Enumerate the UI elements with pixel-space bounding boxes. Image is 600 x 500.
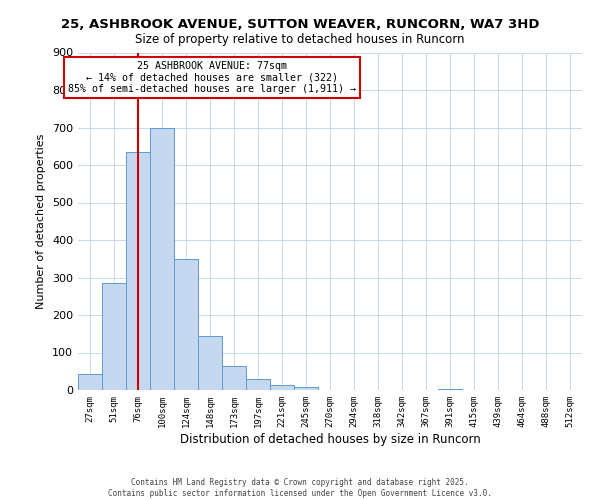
Bar	[78, 374, 102, 390]
Bar	[126, 152, 150, 390]
Text: Size of property relative to detached houses in Runcorn: Size of property relative to detached ho…	[135, 32, 465, 46]
Bar	[438, 389, 462, 390]
Y-axis label: Number of detached properties: Number of detached properties	[37, 134, 46, 309]
Bar	[222, 366, 246, 390]
Bar	[198, 336, 222, 390]
X-axis label: Distribution of detached houses by size in Runcorn: Distribution of detached houses by size …	[179, 432, 481, 446]
Text: 25, ASHBROOK AVENUE, SUTTON WEAVER, RUNCORN, WA7 3HD: 25, ASHBROOK AVENUE, SUTTON WEAVER, RUNC…	[61, 18, 539, 30]
Text: 25 ASHBROOK AVENUE: 77sqm
← 14% of detached houses are smaller (322)
85% of semi: 25 ASHBROOK AVENUE: 77sqm ← 14% of detac…	[68, 61, 356, 94]
Bar	[102, 283, 126, 390]
Bar	[174, 259, 198, 390]
Text: Contains HM Land Registry data © Crown copyright and database right 2025.
Contai: Contains HM Land Registry data © Crown c…	[108, 478, 492, 498]
Bar	[270, 385, 294, 390]
Bar	[294, 387, 318, 390]
Bar	[150, 128, 174, 390]
Bar	[246, 379, 270, 390]
